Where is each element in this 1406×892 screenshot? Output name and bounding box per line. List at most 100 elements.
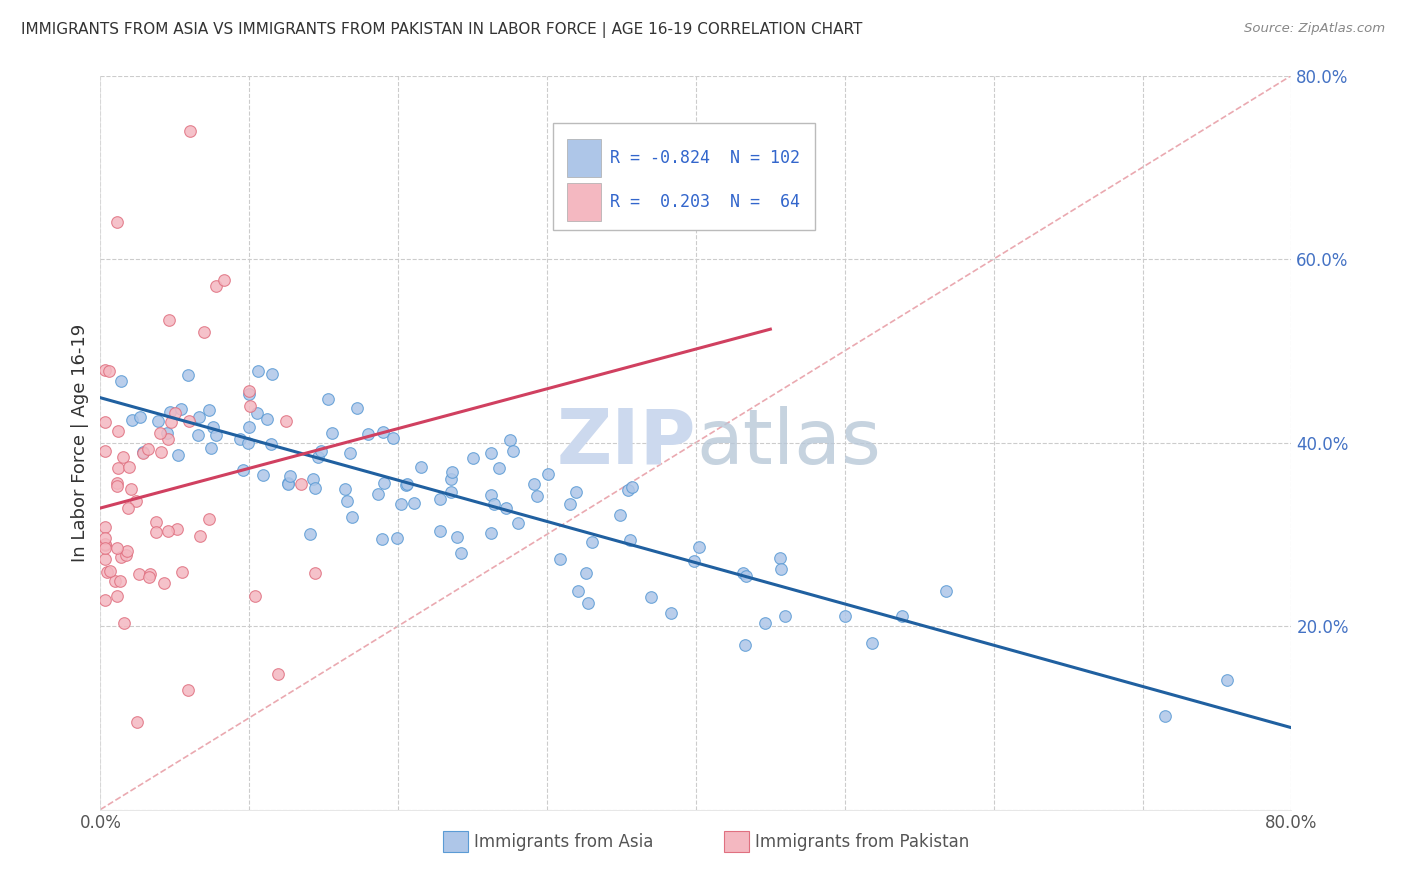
Point [488, 461, 510, 475]
Point [98, 364, 121, 378]
Point [188, 528, 211, 542]
Point [157, 433, 180, 447]
Point [734, 638, 756, 652]
Point [834, 609, 856, 624]
Point [754, 616, 776, 631]
Point [502, 444, 524, 458]
Point [688, 541, 710, 555]
Point [581, 535, 603, 549]
Point [117, 501, 139, 516]
Point [252, 467, 274, 482]
Point [891, 608, 914, 623]
Point [157, 524, 180, 539]
Point [108, 574, 131, 589]
Point [200, 442, 222, 456]
Point [145, 515, 167, 529]
Point [176, 368, 198, 382]
FancyBboxPatch shape [567, 138, 600, 177]
Point [125, 494, 148, 508]
Point [246, 406, 269, 420]
Point [357, 426, 380, 441]
Point [775, 608, 797, 623]
Text: R = -0.824  N = 102: R = -0.824 N = 102 [610, 149, 800, 167]
Point [463, 450, 485, 465]
Point [145, 525, 167, 540]
Point [381, 431, 404, 445]
Point [125, 714, 148, 729]
Point [609, 508, 631, 523]
Point [94, 592, 117, 607]
Point [682, 554, 704, 568]
Point [105, 215, 128, 229]
Point [321, 425, 343, 440]
Point [166, 522, 188, 536]
Text: atlas: atlas [696, 406, 880, 480]
Point [157, 312, 180, 326]
Point [131, 444, 153, 458]
Point [316, 392, 339, 407]
Point [290, 477, 312, 491]
Point [495, 501, 517, 516]
Text: R =  0.203  N =  64: R = 0.203 N = 64 [610, 193, 800, 211]
Point [128, 566, 150, 581]
Point [104, 574, 127, 588]
Point [429, 524, 451, 538]
Point [619, 533, 641, 548]
Point [238, 420, 260, 434]
Point [371, 425, 394, 439]
Point [526, 489, 548, 503]
Point [238, 384, 260, 398]
Point [367, 487, 389, 501]
Point [107, 424, 129, 438]
Point [139, 567, 162, 582]
Point [769, 562, 792, 576]
Point [340, 510, 363, 524]
Point [617, 483, 640, 497]
Point [335, 483, 357, 497]
Point [560, 497, 582, 511]
Point [450, 546, 472, 560]
Point [118, 460, 141, 475]
Point [731, 566, 754, 581]
Point [277, 475, 299, 490]
Point [204, 428, 226, 442]
Point [115, 544, 138, 558]
Point [523, 477, 546, 491]
FancyBboxPatch shape [567, 183, 600, 221]
Point [121, 412, 143, 426]
Point [246, 364, 269, 378]
Point [440, 472, 463, 486]
Point [256, 411, 278, 425]
Point [179, 414, 201, 428]
Point [107, 460, 129, 475]
Point [565, 485, 588, 500]
Point [274, 414, 297, 428]
Point [277, 476, 299, 491]
Point [301, 472, 323, 486]
Point [640, 590, 662, 604]
Point [94, 552, 117, 566]
Point [506, 516, 529, 530]
Point [94, 520, 117, 534]
Point [156, 425, 179, 440]
Point [94, 531, 117, 545]
Point [172, 566, 194, 580]
Point [150, 444, 173, 458]
Text: Immigrants from Asia: Immigrants from Asia [474, 832, 654, 851]
Point [620, 480, 643, 494]
Point [429, 491, 451, 506]
Point [94, 537, 117, 551]
Point [576, 596, 599, 610]
Point [179, 123, 201, 137]
Point [94, 541, 117, 555]
Point [212, 273, 235, 287]
Point [94, 538, 117, 552]
Point [267, 666, 290, 681]
Point [94, 363, 117, 377]
Point [105, 478, 128, 492]
Point [187, 428, 209, 442]
Point [193, 326, 215, 340]
Text: ZIP: ZIP [557, 406, 696, 480]
Point [1216, 673, 1239, 687]
Point [1153, 708, 1175, 723]
